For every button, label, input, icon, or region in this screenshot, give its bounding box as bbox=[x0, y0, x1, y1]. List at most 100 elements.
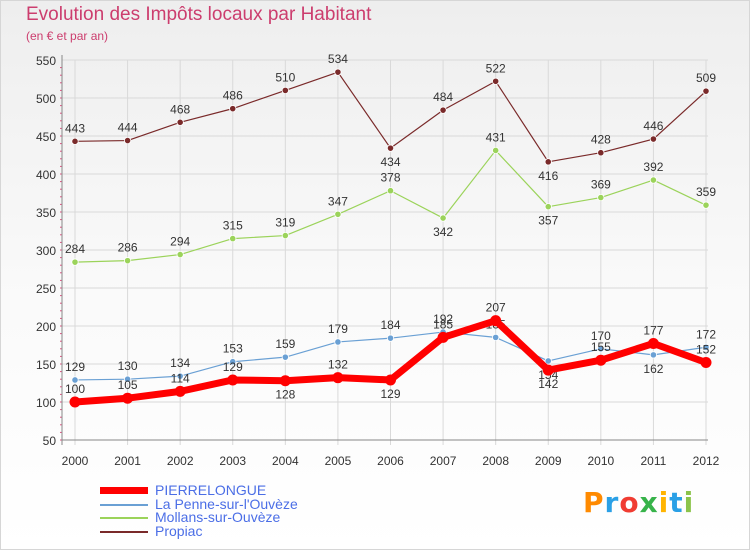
data-point-0 bbox=[385, 374, 396, 386]
data-label-1: 130 bbox=[118, 359, 138, 373]
data-label-3: 484 bbox=[433, 90, 453, 104]
data-point-2 bbox=[386, 187, 395, 195]
data-label-2: 359 bbox=[696, 185, 716, 199]
data-point-1 bbox=[281, 353, 289, 361]
x-tick-label: 2012 bbox=[693, 454, 720, 468]
y-tick-label: 300 bbox=[36, 244, 56, 258]
data-label-0: 152 bbox=[696, 342, 716, 356]
logo-letter: i bbox=[683, 486, 695, 519]
data-point-2 bbox=[123, 257, 132, 265]
x-tick-label: 2010 bbox=[587, 454, 614, 468]
logo-letter: o bbox=[619, 486, 640, 519]
data-label-3: 444 bbox=[118, 121, 138, 135]
data-point-1 bbox=[702, 343, 710, 351]
x-tick-label: 2007 bbox=[430, 454, 457, 468]
data-label-1: 172 bbox=[696, 327, 716, 341]
data-point-1 bbox=[649, 351, 658, 359]
y-tick-label: 150 bbox=[36, 358, 56, 372]
data-point-2 bbox=[597, 193, 605, 202]
x-tick-label: 2008 bbox=[482, 454, 509, 468]
data-point-1 bbox=[386, 334, 395, 342]
y-tick-label: 250 bbox=[36, 282, 56, 296]
data-label-0: 129 bbox=[223, 360, 243, 374]
data-label-0: 105 bbox=[118, 378, 138, 392]
logo-letter: t bbox=[669, 486, 684, 519]
data-point-1 bbox=[492, 333, 500, 341]
x-tick-label: 2001 bbox=[114, 454, 141, 468]
data-label-2: 369 bbox=[591, 178, 611, 192]
data-label-1: 134 bbox=[170, 356, 190, 370]
data-label-1: 170 bbox=[591, 329, 611, 343]
data-label-2: 342 bbox=[433, 225, 453, 239]
chart-title: Evolution des Impôts locaux par Habitant bbox=[26, 4, 372, 25]
legend-swatch-propiac bbox=[100, 530, 148, 533]
data-point-3 bbox=[439, 106, 447, 114]
data-label-0: 142 bbox=[538, 377, 558, 391]
data-label-3: 468 bbox=[170, 102, 190, 116]
data-label-1: 129 bbox=[65, 360, 85, 374]
x-tick-label: 2009 bbox=[535, 454, 562, 468]
logo-letter: r bbox=[604, 486, 620, 519]
y-tick-label: 400 bbox=[36, 168, 56, 182]
data-label-3: 510 bbox=[275, 70, 295, 84]
data-label-3: 434 bbox=[380, 155, 400, 169]
y-tick-label: 550 bbox=[36, 54, 56, 68]
data-point-3 bbox=[229, 105, 237, 113]
data-point-1 bbox=[71, 376, 79, 384]
data-label-0: 100 bbox=[65, 382, 85, 396]
data-point-2 bbox=[492, 146, 500, 155]
data-point-3 bbox=[649, 135, 658, 143]
data-point-2 bbox=[702, 201, 710, 209]
x-tick-label: 2003 bbox=[219, 454, 246, 468]
data-point-2 bbox=[439, 214, 447, 222]
chart-subtitle: (en € et par an) bbox=[26, 29, 109, 43]
x-tick-label: 2006 bbox=[377, 454, 404, 468]
x-tick-label: 2002 bbox=[167, 454, 194, 468]
data-label-3: 509 bbox=[696, 71, 716, 85]
data-point-1 bbox=[229, 358, 237, 366]
data-point-0 bbox=[437, 331, 449, 343]
data-label-1: 153 bbox=[223, 342, 243, 356]
data-label-2: 431 bbox=[486, 130, 506, 144]
data-point-1 bbox=[544, 357, 552, 365]
data-point-2 bbox=[281, 231, 289, 240]
data-point-3 bbox=[702, 87, 710, 95]
data-label-0: 129 bbox=[380, 387, 400, 401]
y-tick-label: 100 bbox=[36, 396, 56, 410]
data-point-0 bbox=[700, 356, 712, 368]
data-label-2: 284 bbox=[65, 242, 85, 256]
x-tick-label: 2004 bbox=[272, 454, 299, 468]
x-tick-label: 2011 bbox=[641, 454, 667, 468]
data-point-0 bbox=[490, 315, 502, 327]
data-label-0: 207 bbox=[486, 301, 506, 315]
data-point-0 bbox=[647, 337, 659, 349]
legend-swatch-mollans bbox=[100, 517, 148, 519]
data-point-0 bbox=[279, 375, 291, 387]
data-point-2 bbox=[649, 176, 658, 184]
data-point-3 bbox=[334, 68, 342, 76]
y-tick-label: 450 bbox=[36, 130, 56, 144]
data-point-2 bbox=[544, 203, 552, 211]
logo-letter: i bbox=[658, 486, 670, 519]
data-point-0 bbox=[122, 392, 134, 404]
data-point-0 bbox=[69, 396, 81, 408]
data-label-3: 416 bbox=[538, 169, 558, 183]
data-label-2: 315 bbox=[223, 219, 243, 233]
data-point-1 bbox=[597, 345, 605, 353]
data-label-2: 378 bbox=[380, 171, 400, 185]
data-point-0 bbox=[174, 385, 186, 397]
data-label-3: 443 bbox=[65, 121, 85, 135]
data-label-0: 155 bbox=[591, 340, 611, 354]
data-point-2 bbox=[229, 235, 237, 243]
data-point-0 bbox=[227, 374, 239, 386]
data-point-1 bbox=[176, 372, 184, 380]
legend-label-la-penne: La Penne-sur-l'Ouvèze bbox=[155, 495, 298, 512]
y-tick-label: 200 bbox=[36, 320, 56, 334]
data-label-0: 185 bbox=[433, 317, 453, 331]
y-tick-label: 500 bbox=[36, 92, 56, 106]
data-label-2: 286 bbox=[118, 241, 138, 255]
x-tick-label: 2005 bbox=[325, 454, 352, 468]
data-label-3: 428 bbox=[591, 133, 611, 147]
y-tick-label: 350 bbox=[36, 206, 56, 220]
